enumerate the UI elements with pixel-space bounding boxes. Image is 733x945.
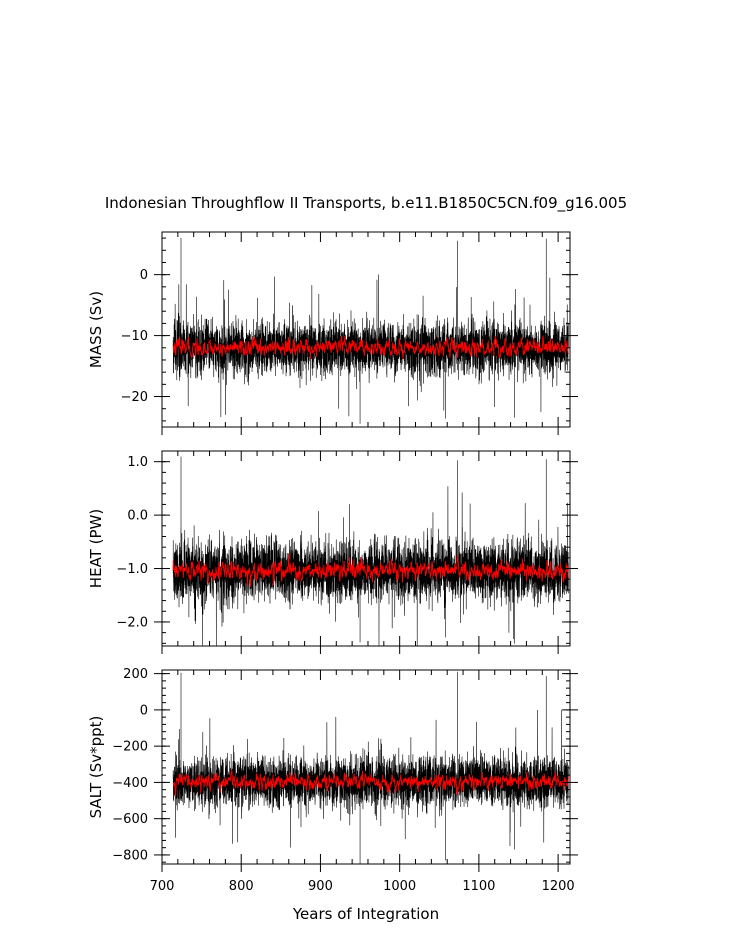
- x-axis-label: Years of Integration: [292, 905, 439, 923]
- series-raw: [172, 456, 569, 646]
- plot-frame: [161, 231, 571, 428]
- panels: 0 −10 −20 MASS (Sv) 1.0 0.0 −1.0 −2.0 HEAT (PW) 7…: [87, 231, 578, 894]
- y-tick-label: −400: [112, 776, 148, 791]
- series-smoothed: [172, 553, 569, 587]
- y-tick-label: 0.0: [127, 509, 148, 524]
- y-tick-label: 0: [140, 268, 148, 283]
- y-axis-label: HEAT (PW): [87, 509, 105, 588]
- x-tick-label: 700: [150, 879, 175, 894]
- x-tick-label: 800: [229, 879, 254, 894]
- y-axis-label: MASS (Sv): [87, 291, 105, 368]
- y-tick-label: 1.0: [127, 455, 148, 470]
- y-tick-label: −800: [112, 848, 148, 863]
- y-tick-label: −200: [112, 740, 148, 755]
- y-tick-label: −600: [112, 812, 148, 827]
- series-smoothed: [172, 769, 569, 796]
- y-tick-label: −20: [121, 390, 148, 405]
- y-tick-label: −1.0: [116, 562, 148, 577]
- y-tick-label: −10: [121, 329, 148, 344]
- x-tick-label: 1000: [383, 879, 416, 894]
- y-tick-label: −2.0: [116, 615, 148, 630]
- plot-frame: [161, 450, 571, 647]
- series-raw: [172, 237, 569, 424]
- series-smoothed: [172, 335, 569, 360]
- x-tick-label: 1100: [462, 879, 495, 894]
- chart-title: Indonesian Throughflow II Transports, b.…: [105, 194, 627, 213]
- series-raw: [172, 671, 569, 864]
- plot-frame: [161, 669, 571, 865]
- x-tick-label: 900: [308, 879, 333, 894]
- panel-1: 0 −10 −20 MASS (Sv): [87, 231, 578, 435]
- panel-2: 1.0 0.0 −1.0 −2.0 HEAT (PW): [87, 450, 578, 654]
- y-axis-label: SALT (Sv*ppt): [87, 716, 105, 819]
- y-tick-label: 0: [140, 703, 148, 718]
- x-tick-label: 1200: [542, 879, 575, 894]
- y-tick-label: 200: [123, 667, 148, 682]
- panel-3: 700 800 900 1000 1100 1200 200 0 −200 −400 −600 −80…: [87, 667, 578, 894]
